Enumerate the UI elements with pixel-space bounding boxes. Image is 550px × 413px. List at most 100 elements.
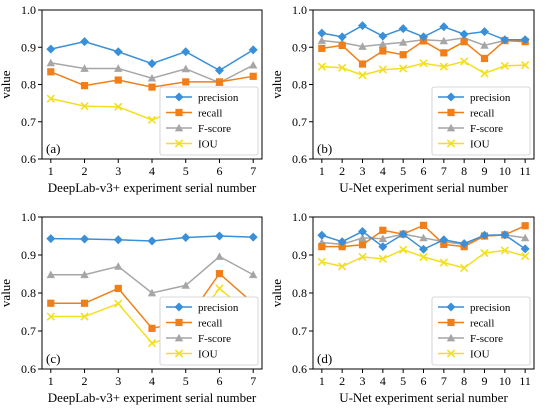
data-point <box>114 299 123 308</box>
data-point <box>378 40 388 48</box>
legend-box <box>159 86 259 156</box>
data-point <box>147 59 157 69</box>
x-tick-label: 6 <box>421 374 427 388</box>
y-tick-label: 0.9 <box>21 40 36 54</box>
chart-panel-2: 0.6 0.7 0.8 0.9 1.0 1 2 3 4 5 6 7 8 9 10 11 U-Net experi… <box>269 3 535 195</box>
data-point <box>337 32 347 42</box>
legend-marker <box>446 302 456 312</box>
data-point <box>358 71 367 80</box>
data-point <box>419 221 428 229</box>
x-tick-label: 5 <box>183 374 189 388</box>
data-point <box>398 38 408 46</box>
data-point <box>47 68 55 76</box>
data-point <box>46 270 55 279</box>
legend-box <box>159 296 259 366</box>
x-tick-label: 8 <box>461 374 467 388</box>
x-tick-label: 7 <box>441 374 447 388</box>
legend-label: recall <box>470 108 494 120</box>
x-tick-label: 1 <box>319 164 325 178</box>
data-point <box>459 239 469 249</box>
data-point <box>214 65 224 75</box>
data-point <box>378 254 388 263</box>
data-point <box>439 36 449 45</box>
data-point <box>46 94 55 103</box>
data-point <box>439 22 449 32</box>
y-tick-label: 0.7 <box>292 324 307 338</box>
data-point <box>317 28 327 38</box>
legend-item: precision <box>438 302 511 314</box>
data-point <box>147 236 157 246</box>
data-point <box>80 101 89 111</box>
data-point <box>378 65 388 74</box>
x-tick-label: 3 <box>360 164 366 178</box>
y-tick-label: 0.9 <box>21 248 36 262</box>
legend-item: IOU <box>438 139 490 151</box>
data-point <box>440 240 448 248</box>
x-tick-label: 2 <box>339 374 345 388</box>
data-point <box>479 230 489 240</box>
data-point <box>249 72 257 80</box>
legend-marker <box>447 108 455 117</box>
legend-box <box>431 86 531 156</box>
legend-item: F-score <box>166 333 231 345</box>
x-axis-label: U-Net experiment serial number <box>339 390 508 405</box>
legend-item: F-score <box>438 123 503 135</box>
data-point <box>419 59 428 68</box>
chart-panel-1: 0.6 0.7 0.8 0.9 1.0 1 2 3 4 5 6 7 DeepLab-v3+ experi… <box>0 3 263 195</box>
legend-marker <box>174 123 184 132</box>
data-point <box>80 64 89 72</box>
data-point <box>181 281 190 289</box>
data-point <box>317 62 327 71</box>
data-point <box>148 324 156 332</box>
legend-label: recall <box>198 318 222 330</box>
data-point <box>480 69 489 78</box>
legend: precision recall F-score IOU <box>431 296 531 366</box>
y-axis-label: value <box>0 279 13 307</box>
data-point <box>338 243 346 251</box>
data-point <box>147 115 157 125</box>
x-tick-label: 5 <box>183 164 189 178</box>
data-point <box>46 44 56 54</box>
data-point <box>459 57 469 66</box>
data-point <box>358 233 367 242</box>
data-point <box>338 41 346 49</box>
legend-marker <box>446 92 456 102</box>
y-tick-label: 1.0 <box>21 210 36 224</box>
legend-item: precision <box>438 92 511 104</box>
legend-marker <box>175 318 183 327</box>
x-tick-label: 9 <box>481 164 487 178</box>
legend-label: IOU <box>198 349 218 361</box>
data-point <box>520 233 530 242</box>
data-point <box>318 44 326 52</box>
x-tick-label: 6 <box>216 164 222 178</box>
legend-label: precision <box>198 302 239 314</box>
series-fscore <box>46 252 258 297</box>
x-tick-label: 6 <box>216 374 222 388</box>
data-point <box>113 235 123 245</box>
series-recall <box>47 68 257 91</box>
legend-label: F-score <box>198 333 231 345</box>
data-point <box>47 299 55 307</box>
data-point <box>181 64 190 73</box>
legend-item: recall <box>438 108 494 120</box>
data-point <box>378 31 388 41</box>
data-point <box>520 244 530 254</box>
legend-item: F-score <box>438 333 503 345</box>
series-iou <box>317 245 530 273</box>
x-tick-label: 7 <box>250 164 256 178</box>
x-axis-label: U-Net experiment serial number <box>339 180 508 195</box>
data-point <box>338 262 347 271</box>
data-point <box>113 47 123 57</box>
series-precision <box>46 37 258 75</box>
y-axis-label: value <box>269 279 284 307</box>
data-point <box>249 60 258 69</box>
data-point <box>398 229 408 239</box>
y-tick-label: 0.7 <box>21 324 36 338</box>
legend-label: IOU <box>470 139 490 151</box>
legend-item: precision <box>166 302 239 314</box>
data-point <box>479 27 489 37</box>
data-point <box>379 226 387 234</box>
legend-item: IOU <box>438 349 490 361</box>
data-point <box>358 21 368 31</box>
